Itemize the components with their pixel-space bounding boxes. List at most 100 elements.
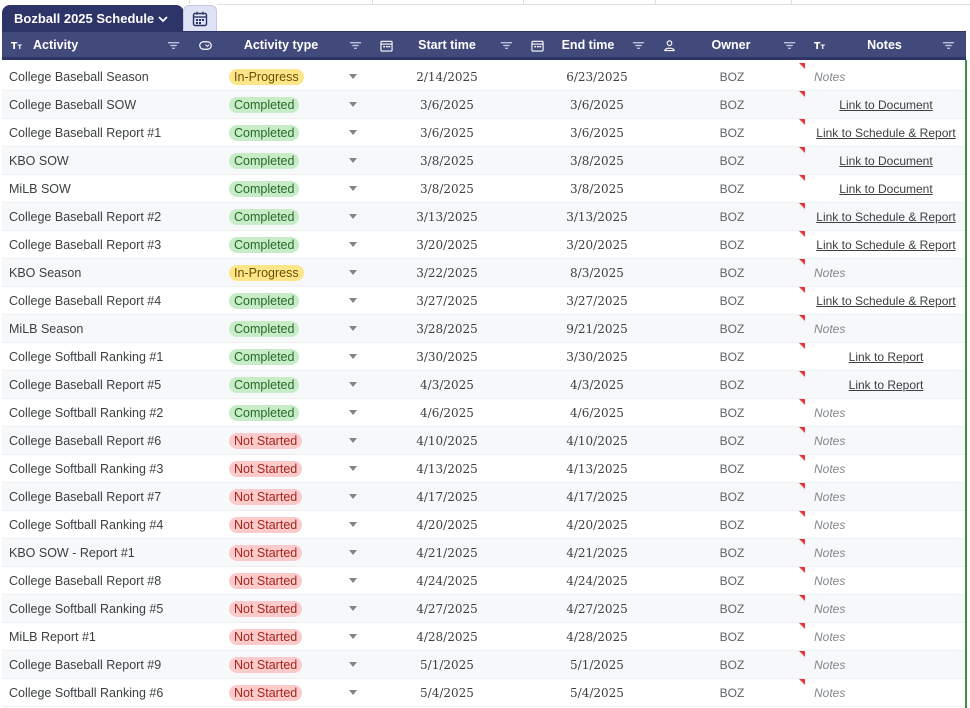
notes-cell[interactable]: Notes bbox=[808, 679, 964, 706]
table-row[interactable]: College Baseball Report #4 Completed 3/2… bbox=[2, 287, 966, 315]
owner-cell[interactable]: BOZ bbox=[719, 629, 745, 644]
notes-cell[interactable]: Link to Document bbox=[808, 147, 964, 174]
activity-cell[interactable]: MiLB SOW bbox=[9, 181, 71, 196]
table-row[interactable]: College Softball Ranking #1 Completed 3/… bbox=[2, 343, 966, 371]
dropdown-arrow-icon[interactable] bbox=[349, 158, 357, 163]
owner-cell[interactable]: BOZ bbox=[719, 377, 745, 392]
end-time-cell[interactable]: 3/30/2025 bbox=[566, 349, 628, 364]
column-header-activity[interactable]: Activity bbox=[33, 38, 79, 52]
notes-cell[interactable]: Notes bbox=[808, 623, 964, 650]
activity-type-cell[interactable]: Not Started bbox=[229, 595, 369, 622]
end-time-cell[interactable]: 3/20/2025 bbox=[566, 237, 628, 252]
start-time-cell[interactable]: 3/6/2025 bbox=[420, 97, 474, 112]
activity-cell[interactable]: College Baseball Report #7 bbox=[9, 489, 162, 504]
end-time-cell[interactable]: 5/1/2025 bbox=[570, 657, 624, 672]
table-row[interactable]: KBO SOW Completed 3/8/2025 3/8/2025 BOZ … bbox=[2, 147, 966, 175]
owner-cell[interactable]: BOZ bbox=[719, 97, 745, 112]
activity-type-cell[interactable]: Completed bbox=[229, 147, 369, 174]
activity-type-cell[interactable]: Not Started bbox=[229, 511, 369, 538]
activity-cell[interactable]: College Baseball SOW bbox=[9, 97, 137, 112]
end-time-cell[interactable]: 3/6/2025 bbox=[570, 125, 624, 140]
notes-link[interactable]: Link to Report bbox=[848, 349, 924, 364]
owner-cell[interactable]: BOZ bbox=[719, 125, 745, 140]
start-time-cell[interactable]: 3/27/2025 bbox=[416, 293, 478, 308]
start-time-cell[interactable]: 4/3/2025 bbox=[420, 377, 474, 392]
dropdown-arrow-icon[interactable] bbox=[349, 466, 357, 471]
dropdown-arrow-icon[interactable] bbox=[349, 354, 357, 359]
dropdown-arrow-icon[interactable] bbox=[349, 662, 357, 667]
column-header-activity-type[interactable]: Activity type bbox=[243, 38, 319, 52]
filter-icon[interactable] bbox=[783, 39, 796, 52]
notes-link[interactable]: Link to Document bbox=[839, 97, 933, 112]
notes-cell[interactable]: Link to Schedule & Report bbox=[808, 287, 964, 314]
table-row[interactable]: College Baseball Report #5 Completed 4/3… bbox=[2, 371, 966, 399]
notes-cell[interactable]: Notes bbox=[808, 315, 964, 342]
end-time-cell[interactable]: 8/3/2025 bbox=[570, 265, 624, 280]
end-time-cell[interactable]: 4/20/2025 bbox=[566, 517, 628, 532]
start-time-cell[interactable]: 2/14/2025 bbox=[416, 69, 478, 84]
start-time-cell[interactable]: 4/13/2025 bbox=[416, 461, 478, 476]
activity-cell[interactable]: College Baseball Report #8 bbox=[9, 573, 162, 588]
dropdown-arrow-icon[interactable] bbox=[349, 578, 357, 583]
table-row[interactable]: College Softball Ranking #5 Not Started … bbox=[2, 595, 966, 623]
activity-type-cell[interactable]: In-Progress bbox=[229, 63, 369, 90]
chevron-down-icon[interactable] bbox=[156, 12, 170, 26]
filter-icon[interactable] bbox=[167, 39, 180, 52]
start-time-cell[interactable]: 4/6/2025 bbox=[420, 405, 474, 420]
activity-type-cell[interactable]: Not Started bbox=[229, 623, 369, 650]
end-time-cell[interactable]: 4/21/2025 bbox=[566, 545, 628, 560]
end-time-cell[interactable]: 5/4/2025 bbox=[570, 685, 624, 700]
notes-link[interactable]: Link to Schedule & Report bbox=[816, 125, 956, 140]
activity-type-cell[interactable]: Completed bbox=[229, 343, 369, 370]
table-row[interactable]: College Softball Ranking #3 Not Started … bbox=[2, 455, 966, 483]
owner-cell[interactable]: BOZ bbox=[719, 433, 745, 448]
notes-cell[interactable]: Notes bbox=[808, 483, 964, 510]
table-row[interactable]: College Baseball Report #9 Not Started 5… bbox=[2, 651, 966, 679]
activity-cell[interactable]: MiLB Season bbox=[9, 321, 84, 336]
activity-type-cell[interactable]: Completed bbox=[229, 287, 369, 314]
start-time-cell[interactable]: 3/6/2025 bbox=[420, 125, 474, 140]
table-row[interactable]: College Baseball Report #8 Not Started 4… bbox=[2, 567, 966, 595]
activity-cell[interactable]: College Baseball Report #5 bbox=[9, 377, 162, 392]
activity-type-cell[interactable]: In-Progress bbox=[229, 259, 369, 286]
activity-type-cell[interactable]: Not Started bbox=[229, 455, 369, 482]
owner-cell[interactable]: BOZ bbox=[719, 265, 745, 280]
end-time-cell[interactable]: 4/13/2025 bbox=[566, 461, 628, 476]
dropdown-arrow-icon[interactable] bbox=[349, 606, 357, 611]
notes-cell[interactable]: Notes bbox=[808, 651, 964, 678]
notes-cell[interactable]: Notes bbox=[808, 455, 964, 482]
table-row[interactable]: KBO Season In-Progress 3/22/2025 8/3/202… bbox=[2, 259, 966, 287]
notes-link[interactable]: Link to Report bbox=[848, 377, 924, 392]
start-time-cell[interactable]: 3/28/2025 bbox=[416, 321, 478, 336]
notes-cell[interactable]: Link to Document bbox=[808, 91, 964, 118]
activity-cell[interactable]: KBO Season bbox=[9, 265, 82, 280]
end-time-cell[interactable]: 4/27/2025 bbox=[566, 601, 628, 616]
activity-type-cell[interactable]: Completed bbox=[229, 315, 369, 342]
end-time-cell[interactable]: 3/13/2025 bbox=[566, 209, 628, 224]
dropdown-arrow-icon[interactable] bbox=[349, 74, 357, 79]
dropdown-arrow-icon[interactable] bbox=[349, 130, 357, 135]
filter-icon[interactable] bbox=[632, 39, 645, 52]
table-row[interactable]: College Softball Ranking #2 Completed 4/… bbox=[2, 399, 966, 427]
table-view-button[interactable] bbox=[183, 5, 217, 32]
activity-cell[interactable]: College Baseball Report #4 bbox=[9, 293, 162, 308]
start-time-cell[interactable]: 3/22/2025 bbox=[416, 265, 478, 280]
start-time-cell[interactable]: 4/17/2025 bbox=[416, 489, 478, 504]
owner-cell[interactable]: BOZ bbox=[719, 489, 745, 504]
owner-cell[interactable]: BOZ bbox=[719, 321, 745, 336]
end-time-cell[interactable]: 3/8/2025 bbox=[570, 153, 624, 168]
owner-cell[interactable]: BOZ bbox=[719, 181, 745, 196]
dropdown-arrow-icon[interactable] bbox=[349, 634, 357, 639]
end-time-cell[interactable]: 3/6/2025 bbox=[570, 97, 624, 112]
activity-type-cell[interactable]: Completed bbox=[229, 119, 369, 146]
activity-cell[interactable]: College Softball Ranking #4 bbox=[9, 517, 164, 532]
activity-type-cell[interactable]: Not Started bbox=[229, 483, 369, 510]
table-row[interactable]: MiLB Report #1 Not Started 4/28/2025 4/2… bbox=[2, 623, 966, 651]
table-tab[interactable]: Bozball 2025 Schedule bbox=[2, 5, 184, 32]
table-row[interactable]: College Baseball Report #2 Completed 3/1… bbox=[2, 203, 966, 231]
table-row[interactable]: College Baseball Report #3 Completed 3/2… bbox=[2, 231, 966, 259]
dropdown-arrow-icon[interactable] bbox=[349, 522, 357, 527]
end-time-cell[interactable]: 9/21/2025 bbox=[566, 321, 628, 336]
filter-icon[interactable] bbox=[500, 39, 513, 52]
notes-cell[interactable]: Notes bbox=[808, 259, 964, 286]
